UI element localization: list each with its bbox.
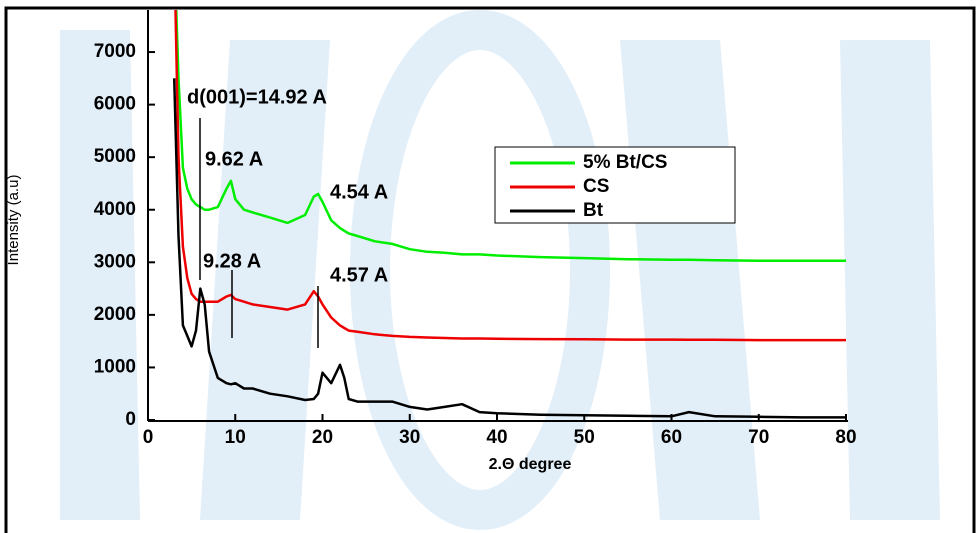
- y-tick-label: 4000: [94, 199, 136, 220]
- annotation: d(001)=14.92 A: [187, 86, 327, 108]
- y-tick-label: 6000: [94, 94, 136, 115]
- x-tick-label: 50: [574, 427, 595, 448]
- series-line: [175, 10, 846, 262]
- y-tick-label: 1000: [94, 356, 136, 377]
- x-axis-label: 2.Θ degree: [489, 456, 572, 473]
- x-tick-label: 10: [225, 427, 246, 448]
- x-tick-label: 60: [661, 427, 682, 448]
- watermark-shape: [350, 10, 610, 530]
- y-axis-label: Intensity (a.u): [5, 175, 22, 266]
- legend-label: Bt: [583, 200, 604, 221]
- watermark-shape: [620, 40, 760, 520]
- legend-label: CS: [583, 176, 609, 197]
- legend-label: 5% Bt/CS: [583, 152, 667, 173]
- watermark-shape: [200, 40, 330, 520]
- annotation: 9.62 A: [205, 148, 263, 170]
- y-tick-label: 0: [125, 409, 136, 430]
- watermark-shape: [60, 30, 140, 520]
- x-tick-label: 70: [748, 427, 769, 448]
- annotation: 4.54 A: [330, 181, 388, 203]
- frame: [4, 6, 976, 533]
- x-tick-label: 40: [486, 427, 507, 448]
- watermark-shape: [840, 40, 940, 520]
- y-tick-label: 5000: [94, 146, 136, 167]
- y-tick-label: 7000: [94, 41, 136, 62]
- y-tick-label: 3000: [94, 251, 136, 272]
- x-tick-label: 80: [835, 427, 856, 448]
- x-tick-label: 30: [399, 427, 420, 448]
- annotation: 9.28 A: [203, 250, 261, 272]
- x-tick-label: 0: [143, 427, 154, 448]
- annotation: 4.57 A: [330, 264, 388, 286]
- x-tick-label: 20: [312, 427, 333, 448]
- y-tick-label: 2000: [94, 304, 136, 325]
